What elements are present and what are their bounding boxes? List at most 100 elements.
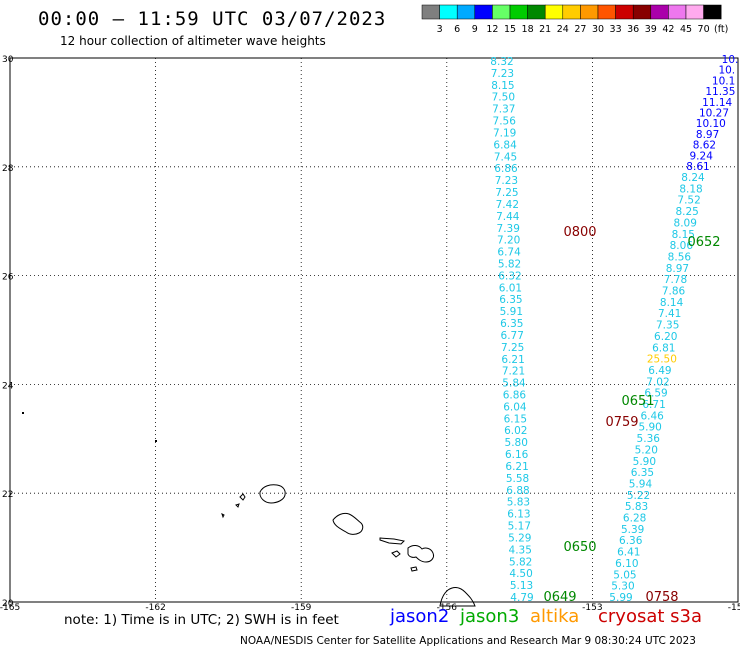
wave-height-value: 6.10	[615, 558, 638, 570]
wave-height-value: 8.06	[670, 240, 694, 252]
wave-height-value: 8.61	[686, 161, 709, 173]
wave-height-value: 10.27	[699, 108, 729, 120]
pass-time-label: 0650	[563, 540, 596, 555]
island-molokai	[379, 537, 406, 545]
wave-height-value: 11.14	[702, 97, 732, 109]
lon-label: -159	[291, 603, 312, 610]
wave-height-value: 6.41	[617, 547, 640, 559]
wave-height-value: 5.39	[621, 524, 644, 536]
wave-height-value: 6.02	[504, 425, 527, 437]
wave-height-value: 5.29	[508, 532, 531, 544]
legend-label: 24	[557, 24, 569, 35]
wave-height-value: 4.79	[510, 592, 533, 604]
track-left: 8.327.238.157.507.377.567.196.847.456.86…	[490, 56, 533, 604]
wave-height-value: 7.25	[501, 342, 524, 354]
wave-height-value: 7.42	[496, 199, 519, 211]
wave-height-value: 7.35	[656, 320, 679, 332]
legend-label: 45	[680, 24, 692, 35]
wave-height-value: 6.35	[499, 294, 522, 306]
legend-label: (ft)	[714, 24, 728, 35]
color-legend: 3 6 9 12 15 18 21 24 27 30 33 36 39 42 45 70 (ft)	[421, 4, 728, 35]
wave-height-value: 6.59	[644, 388, 667, 400]
legend-label: 21	[539, 24, 551, 35]
lat-label: 22	[2, 490, 13, 500]
lat-label: 28	[2, 164, 14, 174]
wave-height-value: 8.32	[490, 56, 513, 68]
wave-height-value: 7.21	[502, 366, 525, 378]
wave-height-value: 5.36	[637, 433, 661, 445]
wave-height-value: 10.10	[696, 118, 726, 130]
lon-label: -153	[582, 603, 602, 610]
wave-height-value: 8.18	[679, 183, 702, 195]
wave-height-value: 6.86	[503, 390, 527, 402]
lon-label: -162	[145, 603, 165, 610]
wave-height-value: 6.20	[654, 331, 677, 343]
legend-label: 6	[454, 24, 460, 35]
credit-line: NOAA/NESDIS Center for Satellite Applica…	[240, 635, 696, 647]
wave-height-value: 5.20	[635, 444, 658, 456]
wave-height-value: 10.	[718, 65, 735, 77]
wave-height-value: 5.82	[498, 258, 521, 270]
wave-height-value: 8.62	[693, 140, 716, 152]
wave-height-value: 5.13	[510, 580, 533, 592]
time-tags: 0800 0652 0651 0759 0650 0649 0758	[543, 225, 720, 605]
wave-height-value: 5.83	[507, 497, 530, 509]
wave-height-value: 7.23	[491, 68, 514, 80]
wave-height-value: 8.09	[674, 217, 697, 229]
wave-height-value: 10.	[722, 54, 739, 66]
wave-height-value: 6.88	[506, 485, 529, 497]
island-maui	[407, 545, 434, 563]
pass-time-label: 0759	[605, 415, 638, 430]
wave-height-value: 5.82	[509, 556, 532, 568]
wave-height-value: 5.80	[505, 437, 528, 449]
sat-jason2: jason2	[390, 606, 450, 627]
legend-label: 42	[662, 24, 674, 35]
wave-height-value: 7.78	[664, 274, 687, 286]
wave-height-value: 7.39	[497, 223, 520, 235]
wave-height-value: 7.25	[495, 187, 518, 199]
island-kauai	[259, 484, 286, 504]
island-hawaii	[439, 587, 476, 607]
wave-height-value: 7.44	[496, 211, 520, 223]
wave-height-value: 5.22	[627, 490, 650, 502]
wave-height-value: 6.77	[501, 330, 524, 342]
wave-height-value: 6.81	[652, 342, 675, 354]
grid-lines	[9, 57, 739, 603]
island-niihau	[221, 513, 225, 519]
wave-height-value: 6.84	[493, 139, 517, 151]
wave-height-value: 6.32	[498, 270, 521, 282]
wave-height-value: 6.04	[503, 401, 527, 413]
wave-height-value: 5.91	[500, 306, 523, 318]
wave-height-value: 7.56	[493, 116, 517, 128]
wave-height-value: 7.37	[492, 104, 515, 116]
wave-height-value: 6.13	[507, 509, 530, 521]
lat-label: 24	[2, 381, 14, 391]
wave-height-value: 7.86	[662, 286, 686, 298]
pass-time-label: 0800	[563, 225, 596, 240]
legend-label: 70	[698, 24, 710, 35]
sat-jason3: jason3	[460, 606, 520, 627]
legend-label: 39	[645, 24, 657, 35]
island-lanai	[391, 550, 401, 558]
sat-cryosat: cryosat s3a	[598, 606, 703, 627]
wave-height-value: 5.84	[502, 378, 526, 390]
wave-height-value: 6.49	[648, 365, 671, 377]
wave-height-value: 5.05	[613, 569, 636, 581]
marker-dot	[155, 440, 157, 442]
footer-note: note: 1) Time is in UTC; 2) SWH is in fe…	[64, 612, 339, 628]
wave-height-value: 8.97	[666, 263, 689, 275]
wave-height-value: 6.36	[619, 535, 643, 547]
lon-label: -150	[728, 603, 740, 610]
island-kauai-west	[235, 493, 246, 508]
pass-time-label: 0758	[645, 590, 678, 605]
wave-height-value: 8.25	[675, 206, 698, 218]
wave-height-value: 6.21	[505, 461, 528, 473]
legend-label: 12	[486, 24, 498, 35]
lon-label: -165	[0, 603, 20, 610]
legend-label: 3	[437, 24, 443, 35]
wave-height-value: 11.35	[705, 86, 735, 98]
wave-height-value: 7.19	[493, 127, 516, 139]
map-title: 00:00 – 11:59 UTC 03/07/2023	[38, 8, 387, 30]
wave-height-value: 9.24	[690, 150, 714, 162]
